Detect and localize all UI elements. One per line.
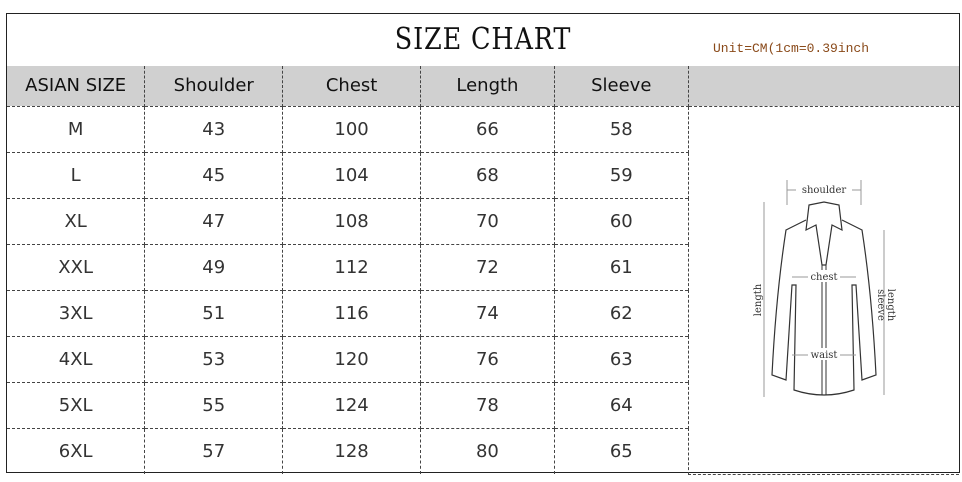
table-cell: 6XL [7, 427, 146, 474]
column-header [687, 66, 959, 107]
column-header: Chest [282, 66, 421, 107]
table-cell: 68 [420, 151, 555, 199]
table-cell: 74 [420, 289, 555, 337]
table-cell: 60 [553, 197, 689, 245]
table-cell: XL [7, 197, 146, 245]
table-cell: 116 [282, 289, 421, 337]
label-shoulder: shoulder [802, 185, 847, 196]
table-cell: 58 [553, 105, 689, 153]
table-cell: 80 [420, 427, 555, 474]
table-cell: M [7, 105, 146, 153]
table-cell: 5XL [7, 381, 146, 429]
column-header: ASIAN SIZE [7, 66, 146, 107]
table-cell: 66 [420, 105, 555, 153]
table-cell: 47 [144, 197, 284, 245]
table-cell: 61 [553, 243, 689, 291]
table-cell: 100 [282, 105, 421, 153]
label-sleeve-length: length [885, 289, 896, 322]
size-table: ASIAN SIZE Shoulder Chest Length Sleeve M 43 1… [7, 66, 959, 475]
table-cell: 124 [282, 381, 421, 429]
table-cell: 45 [144, 151, 284, 199]
table-cell: 120 [282, 335, 421, 383]
table-cell: 59 [553, 151, 689, 199]
table-row: 5XL 55 124 78 64 [7, 381, 959, 429]
table-cell: 53 [144, 335, 284, 383]
table-cell: 128 [282, 427, 421, 474]
table-cell: 72 [420, 243, 555, 291]
table-cell: 55 [144, 381, 284, 429]
chart-title: SIZE CHART [394, 22, 572, 57]
table-row: XL 47 108 70 60 [7, 197, 959, 245]
table-cell: 3XL [7, 289, 146, 337]
table-cell: XXL [7, 243, 146, 291]
label-sleeve: sleeve [875, 289, 886, 321]
size-chart: SIZE CHART Unit=CM(1cm=0.39inch ASIAN SI… [6, 13, 960, 475]
label-waist: waist [810, 350, 837, 361]
table-row: 6XL 57 128 80 65 [7, 427, 959, 474]
label-chest: chest [810, 272, 837, 283]
table-row: XXL 49 112 72 61 [7, 243, 959, 291]
column-header: Sleeve [553, 66, 689, 107]
title-row: SIZE CHART Unit=CM(1cm=0.39inch [7, 14, 959, 67]
column-header: Length [420, 66, 555, 107]
unit-note: Unit=CM(1cm=0.39inch [713, 41, 870, 56]
label-length: length [753, 283, 764, 316]
table-cell: 64 [553, 381, 689, 429]
table-cell: 65 [553, 427, 689, 474]
table-cell: L [7, 151, 146, 199]
table-cell: 62 [553, 289, 689, 337]
table-cell: 43 [144, 105, 284, 153]
column-header: Shoulder [144, 66, 284, 107]
table-cell: 63 [553, 335, 689, 383]
table-cell: 51 [144, 289, 284, 337]
table-cell: 112 [282, 243, 421, 291]
table-cell: 78 [420, 381, 555, 429]
table-cell: 108 [282, 197, 421, 245]
table-cell: 104 [282, 151, 421, 199]
table-row: L 45 104 68 59 [7, 151, 959, 199]
table-cell: 57 [144, 427, 284, 474]
shirt-diagram: shoulder chest waist length sleeve lengt… [753, 180, 896, 397]
shirt-diagram-cell: shoulder chest waist length sleeve lengt… [687, 105, 959, 475]
table-cell: 49 [144, 243, 284, 291]
table-cell: 4XL [7, 335, 146, 383]
table-cell: 76 [420, 335, 555, 383]
table-row: M 43 100 66 58 shoulder chest waist length s… [7, 105, 959, 475]
table-cell: 70 [420, 197, 555, 245]
